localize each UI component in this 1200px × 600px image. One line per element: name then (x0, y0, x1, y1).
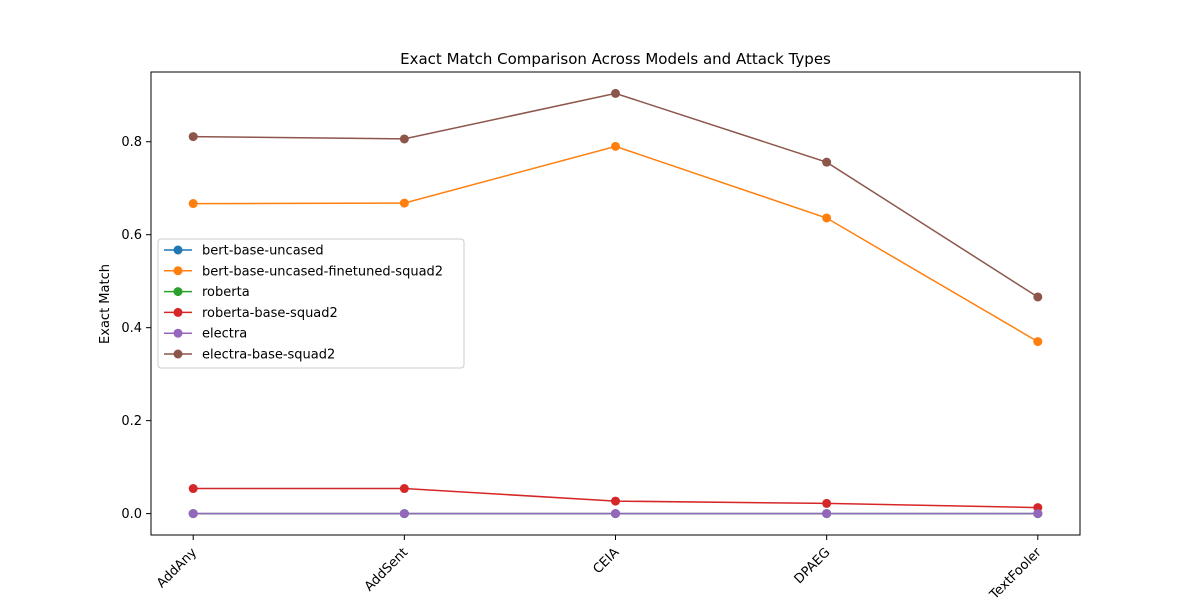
data-point (1033, 292, 1043, 302)
data-point (188, 484, 198, 494)
legend-marker (173, 287, 183, 297)
data-point (822, 157, 832, 167)
series-bert-base-uncased-finetuned-squad2 (188, 141, 1043, 347)
series-electra-base-squad2 (188, 88, 1043, 302)
x-tick-label: AddAny (154, 545, 200, 591)
x-tick-label: CEIA (590, 545, 622, 577)
legend-item: roberta-base-squad2 (164, 306, 338, 321)
y-tick-label: 0.8 (121, 135, 142, 150)
data-point (188, 509, 198, 519)
x-tick-label: AddSent (362, 545, 411, 594)
x-axis: AddAny AddSent CEIA DPAEG TextFooler (154, 535, 1045, 600)
y-tick-label: 0.0 (121, 507, 142, 522)
legend-label: electra-base-squad2 (202, 348, 335, 363)
y-tick-label: 0.4 (121, 321, 142, 336)
data-point (611, 496, 620, 506)
data-point (611, 141, 620, 151)
legend-label: roberta (202, 285, 250, 300)
legend-label: roberta-base-squad2 (202, 306, 338, 321)
chart-title: Exact Match Comparison Across Models and… (400, 50, 831, 68)
data-point (399, 134, 409, 144)
data-point (399, 484, 409, 494)
legend-marker (173, 245, 183, 255)
y-axis: 0.0 0.2 0.4 0.6 0.8 (121, 135, 151, 522)
legend-label: bert-base-uncased-finetuned-squad2 (202, 264, 443, 279)
data-point (822, 498, 832, 508)
legend-label: electra (202, 327, 247, 342)
data-point (1033, 337, 1043, 347)
legend-label: bert-base-uncased (202, 244, 324, 259)
series-roberta-base-squad2 (188, 484, 1043, 513)
legend-item: electra (164, 327, 247, 342)
data-point (399, 509, 409, 519)
legend-marker (173, 349, 183, 359)
legend-marker (173, 307, 183, 317)
x-tick-label: DPAEG (792, 545, 834, 587)
legend-item: bert-base-uncased-finetuned-squad2 (164, 264, 443, 279)
data-point (188, 199, 198, 209)
legend-item: bert-base-uncased (164, 244, 324, 259)
legend-marker (173, 266, 183, 276)
legend-marker (173, 328, 183, 338)
y-tick-label: 0.6 (121, 228, 142, 243)
y-axis-label: Exact Match (98, 264, 113, 344)
plot-area (188, 88, 1043, 519)
legend-item: roberta (164, 285, 250, 300)
legend-box (157, 238, 465, 369)
data-point (822, 509, 832, 519)
series-electra (188, 509, 1043, 519)
y-tick-label: 0.2 (121, 414, 142, 429)
data-point (611, 88, 620, 98)
data-point (822, 213, 832, 223)
data-point (1033, 509, 1043, 519)
x-tick-label: TextFooler (987, 545, 1046, 600)
data-point (399, 198, 409, 208)
legend-item: electra-base-squad2 (164, 348, 335, 363)
data-point (611, 509, 620, 519)
legend: bert-base-uncased bert-base-uncased-finet… (157, 238, 465, 369)
data-point (188, 132, 198, 142)
